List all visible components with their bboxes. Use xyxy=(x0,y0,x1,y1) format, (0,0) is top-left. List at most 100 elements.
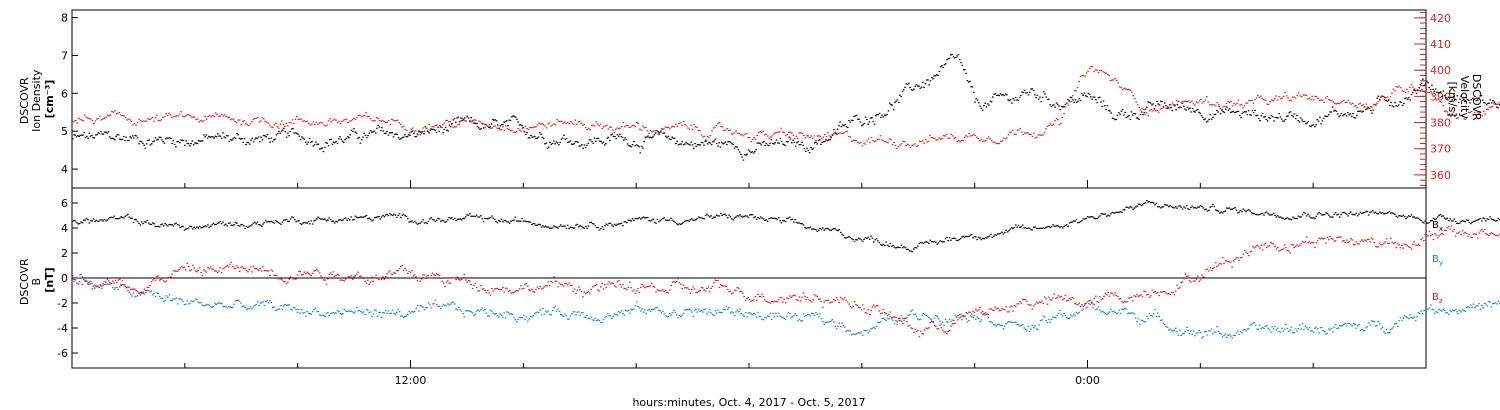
by-point xyxy=(826,321,828,323)
density-point xyxy=(1114,119,1116,121)
density-point xyxy=(1384,97,1386,99)
by-point xyxy=(1281,327,1283,329)
by-point xyxy=(1143,321,1145,323)
by-point xyxy=(249,306,252,308)
bz-point xyxy=(933,324,936,326)
density-point xyxy=(1186,106,1189,108)
bz-point xyxy=(867,309,870,311)
velocity-point xyxy=(205,118,208,120)
by-point xyxy=(1260,327,1262,330)
by-point xyxy=(657,309,660,311)
velocity-point xyxy=(207,115,209,118)
by-point xyxy=(1372,320,1374,322)
velocity-point xyxy=(1012,129,1014,131)
density-point xyxy=(1479,95,1481,97)
density-point xyxy=(533,135,536,137)
bx-point xyxy=(178,224,180,226)
by-point xyxy=(369,311,372,313)
by-point xyxy=(562,315,565,317)
by-point xyxy=(1034,325,1036,327)
by-point xyxy=(659,310,661,312)
density-point xyxy=(855,114,858,116)
density-point xyxy=(787,141,789,143)
density-point xyxy=(672,137,675,139)
density-point xyxy=(704,140,706,142)
velocity-point xyxy=(1042,134,1044,136)
bz-point xyxy=(928,327,930,329)
by-point xyxy=(819,313,821,315)
density-point xyxy=(497,124,499,126)
bz-point xyxy=(801,296,803,298)
bz-point xyxy=(868,313,871,316)
density-point xyxy=(1180,106,1182,108)
by-point xyxy=(1286,327,1289,329)
bz-point xyxy=(167,277,169,279)
density-point xyxy=(262,135,265,137)
by-point xyxy=(688,308,690,310)
velocity-point xyxy=(508,128,510,130)
velocity-point xyxy=(449,121,452,123)
velocity-point xyxy=(1311,95,1313,97)
by-point xyxy=(183,304,186,306)
by-point xyxy=(1475,305,1478,307)
velocity-point xyxy=(633,124,635,126)
by-point xyxy=(879,321,882,323)
bz-point xyxy=(1438,235,1440,237)
by-point xyxy=(848,330,850,332)
density-point xyxy=(499,125,502,127)
bz-point xyxy=(234,268,237,270)
by-point xyxy=(382,312,384,314)
by-point xyxy=(569,315,572,317)
bz-point xyxy=(1078,302,1080,304)
velocity-point xyxy=(245,122,247,124)
density-point xyxy=(1146,106,1148,108)
by-point xyxy=(1315,326,1318,328)
velocity-point xyxy=(299,118,301,120)
by-point xyxy=(1476,305,1479,307)
by-point xyxy=(895,320,897,322)
bz-point xyxy=(1230,261,1232,263)
bz-point xyxy=(662,289,664,291)
density-point xyxy=(820,143,822,145)
density-point xyxy=(690,141,692,143)
bz-point xyxy=(914,328,916,330)
by-point xyxy=(615,313,617,316)
bz-point xyxy=(1452,230,1454,232)
field-tick-label: -4 xyxy=(57,322,68,335)
density-point xyxy=(1209,114,1212,116)
velocity-point xyxy=(1257,94,1259,97)
density-point xyxy=(208,135,210,137)
by-point xyxy=(1328,328,1330,330)
by-point xyxy=(994,324,996,326)
by-point xyxy=(735,311,737,313)
velocity-point xyxy=(1246,102,1249,104)
bz-point xyxy=(1427,235,1429,237)
velocity-point xyxy=(994,141,996,143)
by-point xyxy=(1396,325,1399,327)
density-point xyxy=(312,145,315,147)
bz-point xyxy=(218,270,220,272)
velocity-point xyxy=(1278,96,1280,98)
velocity-point xyxy=(1275,95,1277,97)
by-point xyxy=(453,303,456,305)
bz-point xyxy=(910,327,912,329)
velocity-point xyxy=(108,115,110,117)
velocity-point xyxy=(828,135,831,137)
bz-point xyxy=(259,267,262,270)
bz-point xyxy=(947,330,949,332)
velocity-point xyxy=(1407,91,1410,93)
bz-point xyxy=(171,273,173,275)
by-point xyxy=(892,319,894,321)
density-point xyxy=(1006,94,1008,96)
density-point xyxy=(176,141,178,143)
by-point xyxy=(332,312,335,314)
by-point xyxy=(839,326,842,328)
bz-point xyxy=(1115,294,1118,296)
velocity-point xyxy=(917,145,919,147)
velocity-point xyxy=(482,123,485,125)
velocity-point xyxy=(1112,79,1115,81)
velocity-point xyxy=(156,114,158,116)
density-point xyxy=(119,138,121,140)
velocity-point xyxy=(694,126,697,128)
velocity-point xyxy=(781,131,784,133)
